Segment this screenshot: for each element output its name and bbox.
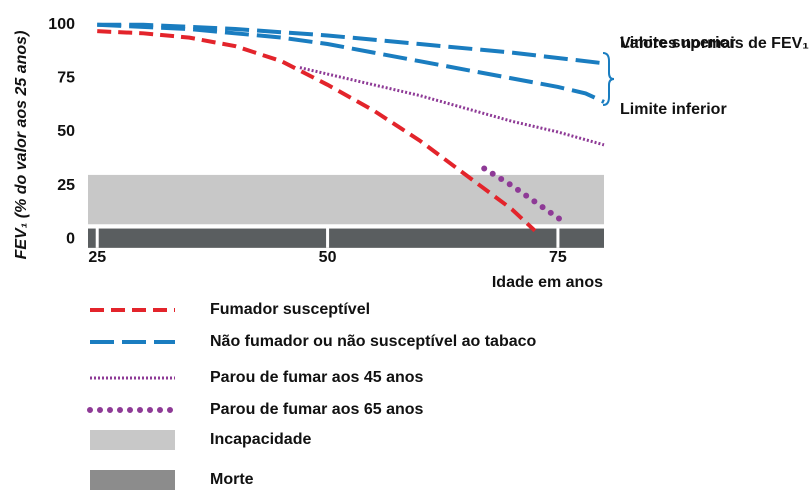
- y-tick-label: 50: [57, 123, 75, 140]
- legend-label: Incapacidade: [210, 431, 311, 448]
- legend-label: Não fumador ou não susceptível ao tabaco: [210, 333, 537, 350]
- x-tick-label: 25: [88, 249, 106, 266]
- legend-swatch: [90, 430, 175, 450]
- legend-label: Morte: [210, 471, 254, 488]
- line: [97, 22, 605, 104]
- line: [97, 29, 537, 233]
- line-label: Limite superior: [620, 35, 736, 52]
- x-axis-label: Idade em anos: [492, 274, 603, 291]
- line: [299, 66, 605, 147]
- annotation: Valores normais de FEV₁: [620, 35, 809, 52]
- band: [88, 174, 604, 225]
- y-tick-label: 75: [57, 70, 75, 87]
- legend-label: Fumador susceptível: [210, 301, 370, 318]
- y-tick-label: 25: [57, 177, 75, 194]
- y-tick-label: 0: [66, 230, 75, 247]
- band: [88, 228, 604, 248]
- x-tick-label: 75: [549, 249, 567, 266]
- legend-label: Parou de fumar aos 45 anos: [210, 369, 424, 386]
- line-label: Limite inferior: [620, 101, 727, 118]
- y-tick-label: 100: [48, 16, 75, 33]
- line: [97, 22, 605, 66]
- x-tick-label: 50: [319, 249, 337, 266]
- legend-label: Parou de fumar aos 65 anos: [210, 401, 424, 418]
- legend-swatch: [90, 470, 175, 490]
- y-axis-label: FEV₁ (% do valor aos 25 anos): [13, 31, 30, 260]
- brace: [602, 52, 615, 106]
- line: [481, 165, 571, 228]
